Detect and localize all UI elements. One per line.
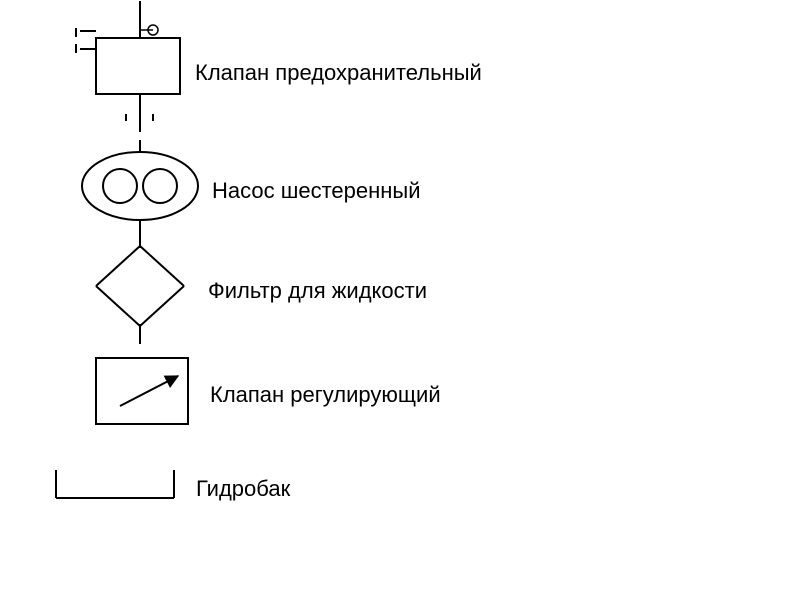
tank-label: Гидробак [196,476,290,502]
control-valve-label: Клапан регулирующий [210,382,441,408]
relief-valve-label: Клапан предохранительный [195,60,482,86]
filter-label: Фильтр для жидкости [208,278,427,304]
gear-pump-label: Насос шестеренный [212,178,421,204]
